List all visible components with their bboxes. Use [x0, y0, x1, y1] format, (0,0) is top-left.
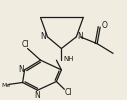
Text: N: N [77, 32, 83, 41]
Text: N: N [18, 65, 23, 74]
Text: Me: Me [1, 83, 10, 88]
Text: NH: NH [63, 56, 74, 62]
Text: N: N [41, 32, 46, 41]
Text: N: N [35, 91, 40, 100]
Text: Cl: Cl [22, 40, 29, 49]
Text: O: O [101, 21, 107, 30]
Text: Cl: Cl [65, 88, 72, 97]
